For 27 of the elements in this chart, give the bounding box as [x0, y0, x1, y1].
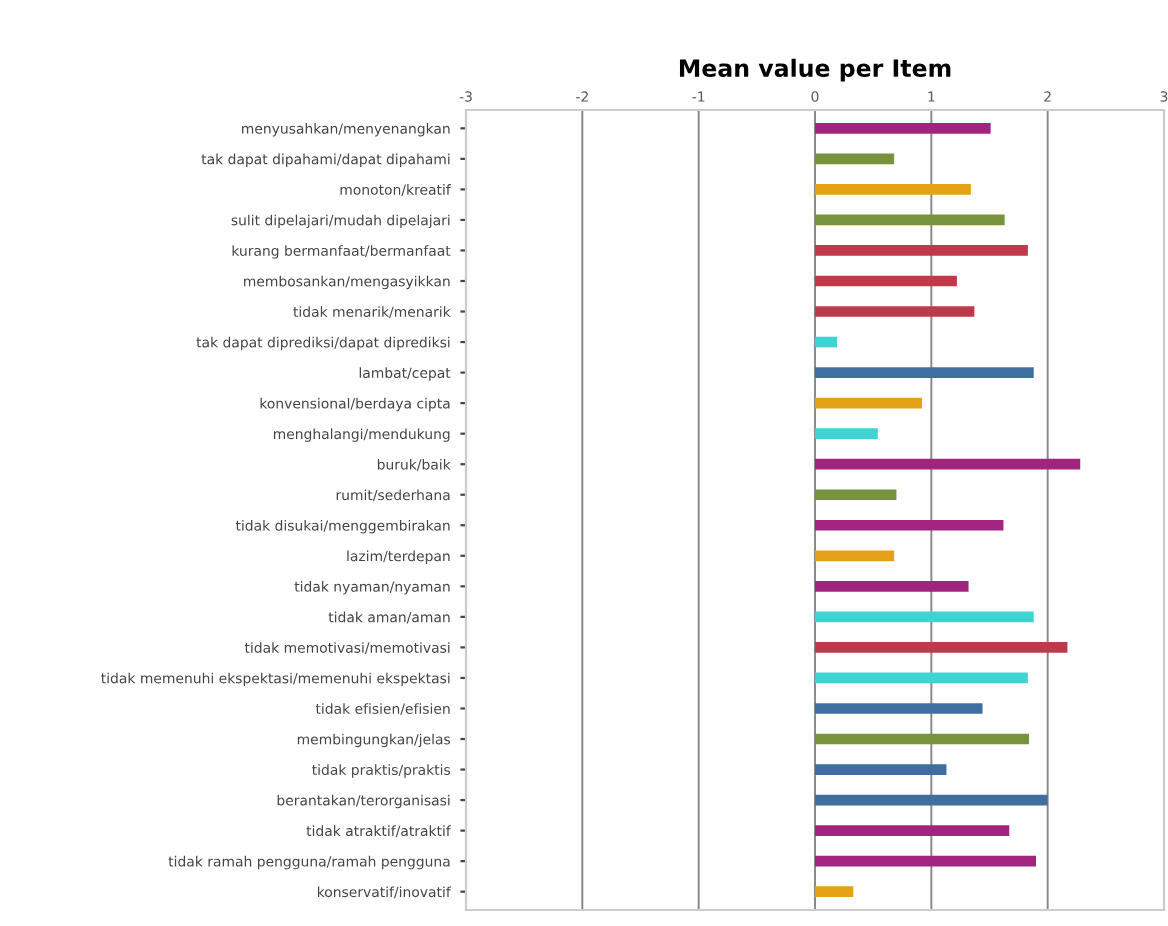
- bar: [815, 458, 1081, 470]
- bar: [815, 672, 1028, 684]
- bar: [815, 611, 1034, 623]
- bar: [815, 153, 895, 165]
- bar: [815, 428, 878, 440]
- bar: [815, 184, 971, 195]
- bar: [815, 642, 1068, 653]
- bar: [815, 397, 923, 409]
- bar: [815, 367, 1034, 378]
- bar: [815, 764, 947, 775]
- bar: [815, 794, 1048, 806]
- bar: [815, 122, 991, 134]
- bar: [815, 733, 1030, 745]
- bar: [815, 306, 975, 317]
- bar: [815, 275, 957, 287]
- bar: [815, 550, 895, 562]
- bar: [815, 886, 854, 898]
- chart-title: Mean value per Item: [679, 58, 951, 82]
- bar: [815, 214, 1005, 226]
- bar: [815, 825, 1010, 836]
- bar: [815, 703, 983, 714]
- bar: [815, 580, 969, 592]
- bar: [815, 336, 838, 348]
- bar: [815, 245, 1028, 256]
- bar: [815, 855, 1037, 867]
- bar: [815, 519, 1004, 531]
- bar: [815, 489, 897, 501]
